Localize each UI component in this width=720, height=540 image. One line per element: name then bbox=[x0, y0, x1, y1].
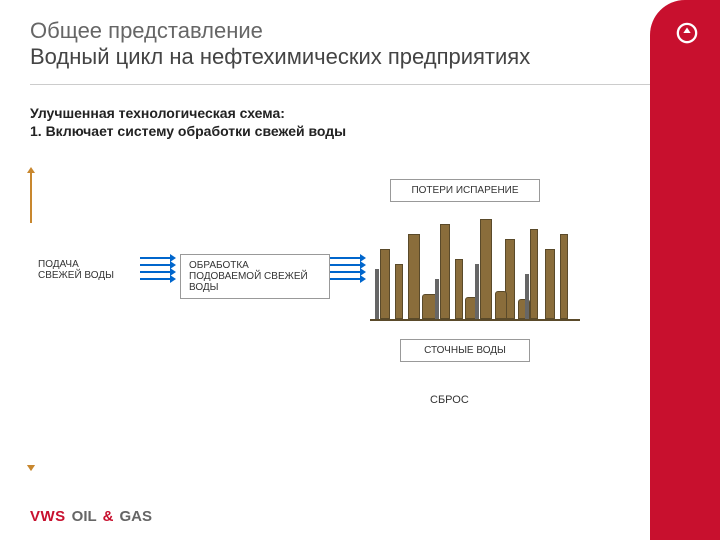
plant-stack bbox=[475, 264, 479, 319]
waste-box: СТОЧНЫЕ ВОДЫ bbox=[400, 339, 530, 362]
ground-line bbox=[370, 319, 580, 321]
content-area: Улучшенная технологическая схема: 1. Вкл… bbox=[0, 85, 720, 489]
flow-arrow bbox=[330, 257, 364, 259]
flow-arrow bbox=[330, 271, 364, 273]
plant-tank bbox=[495, 291, 507, 319]
process-line1: ОБРАБОТКА bbox=[189, 260, 321, 271]
flow-arrow bbox=[140, 271, 174, 273]
flow-arrow bbox=[140, 264, 174, 266]
plant-tower bbox=[395, 264, 403, 319]
source-box: ПОДАЧА СВЕЖЕЙ ВОДЫ bbox=[30, 254, 140, 286]
source-line2: СВЕЖЕЙ ВОДЫ bbox=[38, 270, 132, 281]
logo-icon bbox=[676, 22, 698, 44]
flow-arrow bbox=[330, 278, 364, 280]
flow-arrow bbox=[140, 257, 174, 259]
logo-vws: VWS bbox=[30, 508, 66, 525]
plant-tower bbox=[530, 229, 538, 319]
plant-tower bbox=[440, 224, 450, 319]
waste-arrow-2 bbox=[30, 201, 32, 223]
logo-amp: & bbox=[103, 508, 114, 525]
losses-box: ПОТЕРИ ИСПАРЕНИЕ bbox=[390, 179, 540, 202]
logo-gas: GAS bbox=[120, 508, 153, 525]
discharge-label: СБРОС bbox=[430, 394, 469, 406]
flow-diagram: ПОДАЧА СВЕЖЕЙ ВОДЫ ОБРАБОТКА ПОДОВАЕМОЙ … bbox=[30, 169, 690, 469]
plant-tower bbox=[455, 259, 463, 319]
plant-tower bbox=[545, 249, 555, 319]
page-header: Общее представление Водный цикл на нефте… bbox=[0, 0, 720, 78]
scheme-item-1: 1. Включает систему обработки свежей вод… bbox=[30, 123, 690, 139]
source-line1: ПОДАЧА bbox=[38, 259, 132, 270]
scheme-title: Улучшенная технологическая схема: bbox=[30, 105, 690, 121]
plant-tower bbox=[560, 234, 568, 319]
evap-arrow bbox=[30, 169, 32, 183]
footer-logo: VWS OIL & GAS bbox=[30, 508, 152, 525]
plant-stack bbox=[525, 274, 529, 319]
flow-arrow bbox=[140, 278, 174, 280]
plant-tower bbox=[380, 249, 390, 319]
plant-tower bbox=[408, 234, 420, 319]
title-main: Общее представление bbox=[30, 18, 690, 44]
process-box: ОБРАБОТКА ПОДОВАЕМОЙ СВЕЖЕЙ ВОДЫ bbox=[180, 254, 330, 299]
plant-tower bbox=[480, 219, 492, 319]
flow-arrow bbox=[330, 264, 364, 266]
plant-stack bbox=[435, 279, 439, 319]
title-sub: Водный цикл на нефтехимических предприят… bbox=[30, 44, 690, 70]
waste-arrow-1 bbox=[30, 183, 32, 201]
plant-stack bbox=[375, 269, 379, 319]
logo-oil: OIL bbox=[72, 508, 97, 525]
process-line2: ПОДОВАЕМОЙ СВЕЖЕЙ ВОДЫ bbox=[189, 271, 321, 293]
plant-illustration bbox=[370, 209, 580, 329]
